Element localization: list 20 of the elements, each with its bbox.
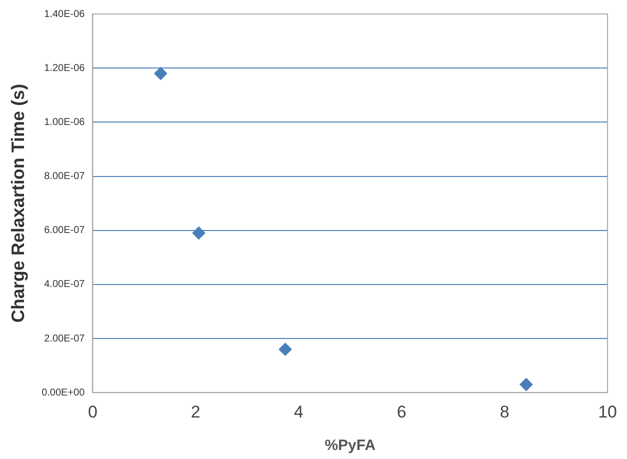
point [278,342,292,356]
y-tick-label: 8.00E-07 [44,171,86,182]
x-tick-label: 10 [598,402,618,422]
point [520,378,533,391]
y-tick-label: 1.40E-06 [44,8,86,20]
x-tick-label: 0 [88,402,98,422]
x-axis-title: %PyFA [324,437,376,454]
point [154,66,168,80]
y-axis-title: Charge Relaxartion Time (s) [8,84,28,323]
x-tick-label: 8 [500,402,510,422]
x-tick-label: 6 [396,402,406,422]
y-tick-label: 1.00E-06 [44,116,86,128]
y-tick-label: 6.00E-07 [44,225,86,236]
y-tick-label: 0.00E+00 [42,387,86,398]
y-tick-label: 4.00E-07 [44,279,86,290]
point [192,226,206,240]
x-tick-label: 4 [294,402,304,422]
x-tick-label: 2 [190,402,200,422]
y-tick-label: 2.00E-07 [44,333,86,344]
y-tick-label: 1.20E-06 [44,62,86,74]
